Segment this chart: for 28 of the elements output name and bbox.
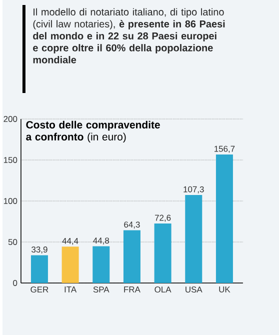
bar — [92, 246, 110, 283]
data-label: 64,3 — [124, 222, 140, 229]
data-label: 107,3 — [183, 186, 204, 194]
y-tick-label: 100 — [4, 198, 17, 204]
x-tick-label: GER — [30, 286, 48, 293]
bar — [184, 195, 202, 283]
data-label: 33,9 — [31, 246, 48, 254]
y-tick-label: 150 — [4, 157, 17, 163]
x-tick-label: SPA — [93, 286, 110, 293]
x-tick-label: USA — [185, 286, 202, 293]
x-tick-label: ITA — [64, 286, 76, 292]
y-tick-label: 200 — [4, 116, 17, 122]
bar — [62, 246, 79, 283]
data-label: 156,7 — [214, 146, 234, 153]
x-tick-label: OLA — [154, 286, 172, 293]
text: Il modello di notariato italiano, di tipo latino (civil law notaries), è presente in 86 Paesi del mondo e in 22 su 28 Paesi europei e copre oltre il 60% della popolazione mondiale — [32, 8, 224, 64]
y-tick-label: 0 — [12, 280, 17, 286]
bar — [216, 154, 233, 283]
x-tick-label: FRA — [124, 286, 140, 292]
text: Costo delle compravendite a confronto (in euro) — [26, 120, 160, 143]
bar — [30, 255, 48, 283]
data-label: 44,4 — [62, 238, 78, 245]
data-label: 44,8 — [92, 238, 109, 245]
x-tick-label: UK — [219, 286, 230, 292]
data-label: 72,6 — [154, 214, 170, 222]
bar — [154, 223, 172, 283]
y-tick-label: 50 — [8, 239, 17, 245]
bar — [123, 230, 140, 283]
